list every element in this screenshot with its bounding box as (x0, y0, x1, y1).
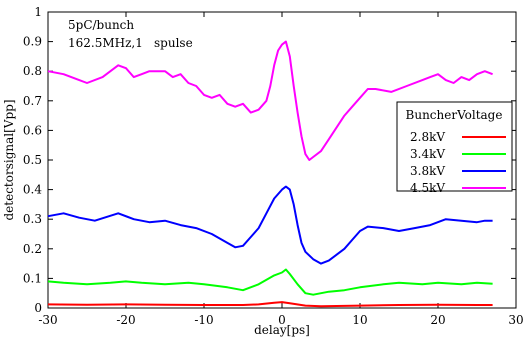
y-axis-label: detectorsignal[Vpp] (2, 99, 16, 220)
y-tick-label: 0.2 (23, 242, 42, 256)
legend: BuncherVoltage 2.8kV 3.4kV 3.8kV 4.5kV (396, 101, 513, 195)
legend-box (396, 101, 513, 192)
x-tick-label: 20 (430, 313, 445, 327)
x-tick-label: 0 (278, 313, 286, 327)
x-axis: -30 -20 -10 0 10 20 30 (38, 12, 524, 327)
series-layer (47, 40, 493, 308)
y-tick-label: 0.6 (23, 123, 42, 137)
x-tick-label: 10 (352, 313, 367, 327)
y-tick-label: 0.1 (23, 271, 42, 285)
x-tick-label: -30 (38, 313, 57, 327)
series-line-2.8kV (47, 301, 493, 308)
y-tick-label: 0.8 (23, 64, 42, 78)
y-axis: 0 0.1 0.2 0.3 0.4 0.5 0.6 0.7 0.8 0.9 1 (23, 5, 516, 315)
x-tick-label: -20 (116, 313, 135, 327)
annotation-line2: 162.5MHz,1 (68, 36, 143, 50)
x-tick-label: 30 (508, 313, 523, 327)
annotation-line3: spulse (154, 36, 193, 50)
y-tick-label: 0 (34, 301, 42, 315)
legend-title: BuncherVoltage (406, 108, 503, 122)
series-line-3.4kV (47, 268, 493, 296)
legend-label: 3.8kV (410, 164, 445, 178)
y-tick-label: 0.4 (23, 183, 42, 197)
y-tick-label: 0.3 (23, 212, 42, 226)
legend-label: 4.5kV (410, 181, 445, 195)
y-tick-label: 0.5 (23, 153, 42, 167)
annotation-line1: 5pC/bunch (68, 18, 134, 32)
x-axis-label: delay[ps] (254, 323, 310, 337)
series-line-4.5kV (47, 40, 493, 161)
y-tick-label: 0.7 (23, 94, 42, 108)
y-tick-label: 0.9 (23, 35, 42, 49)
series-line-3.8kV (47, 185, 493, 265)
x-tick-label: -10 (194, 313, 213, 327)
legend-label: 2.8kV (410, 130, 445, 144)
legend-label: 3.4kV (410, 147, 445, 161)
y-tick-label: 1 (34, 5, 42, 19)
